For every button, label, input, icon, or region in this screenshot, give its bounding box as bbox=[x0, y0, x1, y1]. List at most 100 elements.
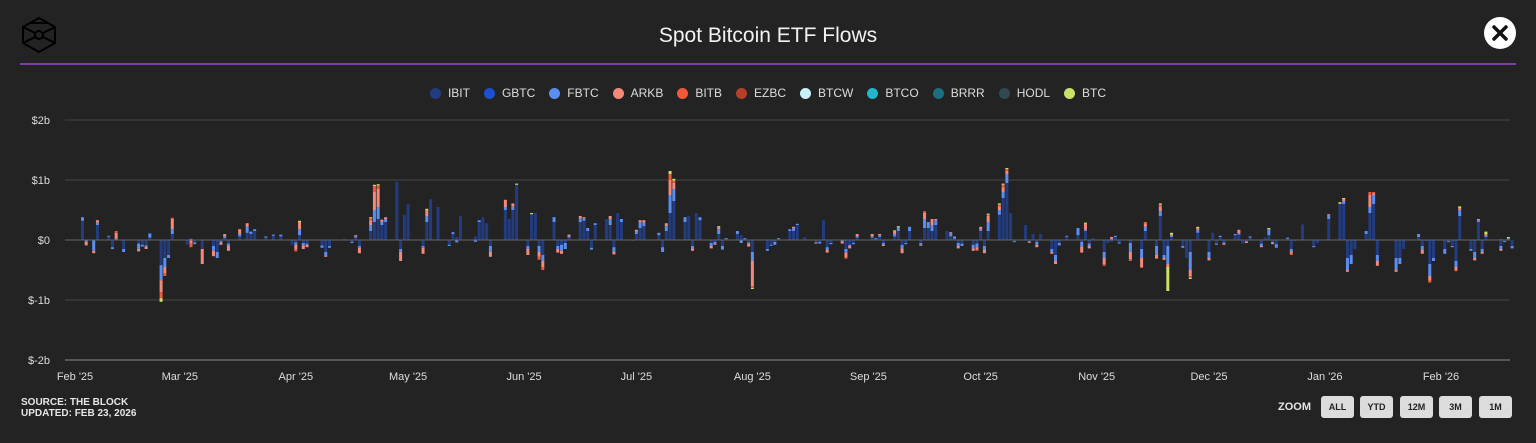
flow-bar[interactable] bbox=[683, 217, 687, 240]
flow-bar[interactable] bbox=[971, 240, 975, 251]
flow-bar[interactable] bbox=[960, 240, 964, 246]
flow-bar[interactable] bbox=[1473, 240, 1477, 261]
flow-bar[interactable] bbox=[298, 220, 302, 240]
flow-bar[interactable] bbox=[110, 240, 114, 249]
flow-bar[interactable] bbox=[425, 208, 429, 240]
flow-bar[interactable] bbox=[717, 226, 721, 240]
flow-bar[interactable] bbox=[1484, 231, 1488, 240]
flow-bar[interactable] bbox=[372, 184, 376, 240]
legend-item-btco[interactable]: BTCO bbox=[867, 86, 919, 100]
flow-bar[interactable] bbox=[144, 240, 148, 249]
flow-bar[interactable] bbox=[1342, 198, 1346, 240]
flow-bar[interactable] bbox=[1039, 234, 1043, 240]
flow-bar[interactable] bbox=[840, 240, 844, 244]
flow-bar[interactable] bbox=[552, 217, 556, 240]
flow-bar[interactable] bbox=[604, 219, 608, 240]
flow-bar[interactable] bbox=[1372, 192, 1376, 240]
flow-bar[interactable] bbox=[750, 240, 754, 289]
flow-bar[interactable] bbox=[1244, 240, 1248, 243]
flow-bar[interactable] bbox=[930, 219, 934, 240]
flow-bar[interactable] bbox=[1345, 240, 1349, 272]
flow-bar[interactable] bbox=[219, 240, 223, 245]
flow-bar[interactable] bbox=[638, 220, 642, 240]
flow-bar[interactable] bbox=[253, 229, 257, 240]
flow-bar[interactable] bbox=[226, 240, 230, 251]
flow-bar[interactable] bbox=[1503, 240, 1507, 243]
flow-bar[interactable] bbox=[324, 240, 328, 257]
flow-bar[interactable] bbox=[384, 217, 388, 240]
flow-bar[interactable] bbox=[713, 240, 717, 245]
flow-bar[interactable] bbox=[279, 234, 283, 240]
flow-bar[interactable] bbox=[1274, 240, 1278, 248]
flow-bar[interactable] bbox=[167, 240, 171, 258]
flow-bar[interactable] bbox=[485, 223, 489, 240]
zoom-3m-button[interactable]: 3M bbox=[1439, 396, 1472, 418]
flow-bar[interactable] bbox=[926, 222, 930, 240]
flow-bar[interactable] bbox=[402, 214, 406, 240]
flow-bar[interactable] bbox=[238, 229, 242, 240]
flow-bar[interactable] bbox=[900, 240, 904, 254]
legend-item-arkb[interactable]: ARKB bbox=[612, 86, 663, 100]
flow-bar[interactable] bbox=[821, 220, 825, 240]
flow-bar[interactable] bbox=[563, 240, 567, 249]
flow-bar[interactable] bbox=[1432, 240, 1436, 261]
flow-bar[interactable] bbox=[92, 240, 96, 254]
flow-bar[interactable] bbox=[814, 240, 818, 244]
flow-bar[interactable] bbox=[945, 231, 949, 240]
flow-bar[interactable] bbox=[1087, 240, 1091, 249]
legend-item-btcw[interactable]: BTCW bbox=[800, 86, 853, 100]
flow-bar[interactable] bbox=[264, 236, 268, 240]
flow-bar[interactable] bbox=[1394, 240, 1398, 272]
flow-bar[interactable] bbox=[986, 213, 990, 240]
flow-bar[interactable] bbox=[421, 240, 425, 254]
flow-bar[interactable] bbox=[851, 240, 855, 245]
flow-bar[interactable] bbox=[1420, 240, 1424, 254]
flow-bar[interactable] bbox=[1353, 240, 1357, 249]
flow-bar[interactable] bbox=[818, 240, 822, 244]
flow-bar[interactable] bbox=[1237, 229, 1241, 240]
flow-bar[interactable] bbox=[294, 240, 298, 252]
flow-bar[interactable] bbox=[342, 238, 346, 240]
flow-bar[interactable] bbox=[1289, 240, 1293, 255]
flow-bar[interactable] bbox=[159, 240, 163, 302]
flow-bar[interactable] bbox=[1338, 202, 1342, 240]
flow-bar[interactable] bbox=[1233, 234, 1237, 240]
legend-item-ibit[interactable]: IBIT bbox=[429, 86, 470, 100]
flow-bar[interactable] bbox=[1248, 236, 1252, 240]
flow-bar[interactable] bbox=[1185, 240, 1189, 258]
flow-bar[interactable] bbox=[735, 231, 739, 240]
flow-bar[interactable] bbox=[245, 223, 249, 240]
legend-item-ezbc[interactable]: EZBC bbox=[736, 86, 786, 100]
flow-bar[interactable] bbox=[436, 207, 440, 240]
flow-bar[interactable] bbox=[1312, 240, 1316, 248]
flow-bar[interactable] bbox=[982, 240, 986, 254]
flow-bar[interactable] bbox=[1286, 237, 1290, 240]
flow-bar[interactable] bbox=[949, 232, 953, 240]
flow-bar[interactable] bbox=[795, 223, 799, 240]
flow-bar[interactable] bbox=[1196, 226, 1200, 240]
flow-bar[interactable] bbox=[399, 240, 403, 261]
flow-bar[interactable] bbox=[488, 240, 492, 257]
flow-bar[interactable] bbox=[1128, 240, 1132, 261]
flow-bar[interactable] bbox=[1458, 206, 1462, 240]
flow-bar[interactable] bbox=[586, 228, 590, 240]
flow-bar[interactable] bbox=[664, 223, 668, 240]
flow-bar[interactable] bbox=[1443, 240, 1447, 254]
flow-bar[interactable] bbox=[765, 240, 769, 251]
flow-bar[interactable] bbox=[354, 235, 358, 240]
flow-bar[interactable] bbox=[533, 213, 537, 240]
flow-bar[interactable] bbox=[1327, 214, 1331, 240]
flow-bar[interactable] bbox=[881, 240, 885, 246]
flow-bar[interactable] bbox=[526, 240, 530, 255]
flow-bar[interactable] bbox=[1054, 240, 1058, 264]
flow-bar[interactable] bbox=[567, 234, 571, 240]
flow-bar[interactable] bbox=[1469, 240, 1473, 251]
flow-bar[interactable] bbox=[406, 204, 410, 240]
flow-bar[interactable] bbox=[301, 240, 305, 249]
flow-bar[interactable] bbox=[612, 240, 616, 255]
flow-bar[interactable] bbox=[556, 240, 560, 253]
flow-bar[interactable] bbox=[769, 240, 773, 246]
flow-bar[interactable] bbox=[1476, 219, 1480, 240]
flow-bar[interactable] bbox=[1368, 192, 1372, 240]
flow-bar[interactable] bbox=[1241, 240, 1245, 244]
